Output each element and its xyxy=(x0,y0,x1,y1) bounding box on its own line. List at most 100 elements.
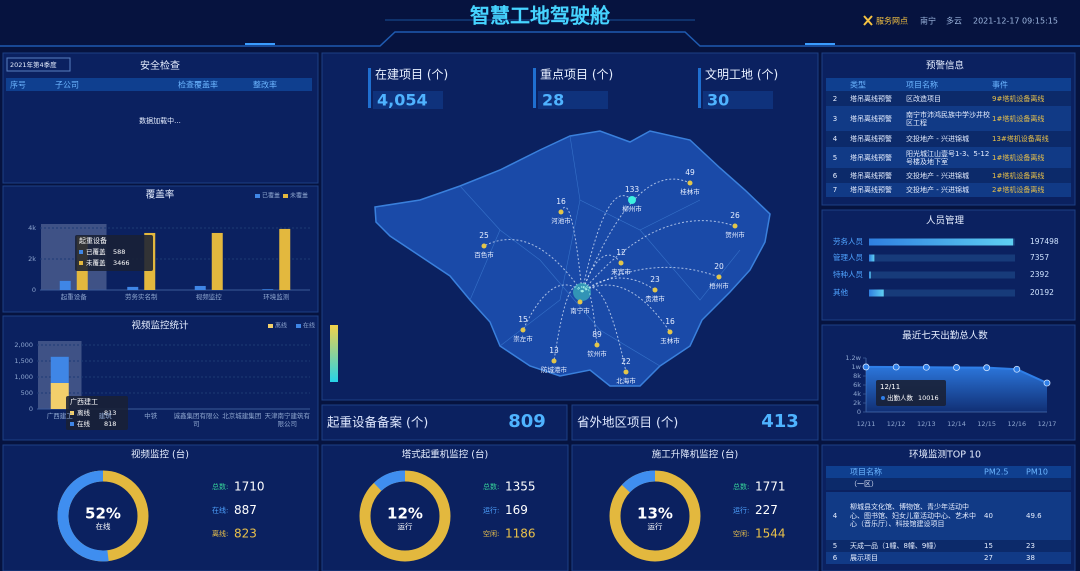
gauge-arc xyxy=(57,470,109,562)
city-dot xyxy=(687,180,693,186)
tooltip-value: 588 xyxy=(113,248,125,256)
gauge-percent: 13% xyxy=(637,505,673,523)
bar xyxy=(211,232,223,290)
panel xyxy=(571,404,819,441)
alert-type: 塔吊离线预警 xyxy=(850,171,892,180)
y-tick-label: 4k xyxy=(853,390,861,398)
alert-type: 塔吊离线预警 xyxy=(850,186,892,194)
tooltip-label: 在线 xyxy=(77,419,91,428)
city-dot xyxy=(520,327,526,333)
tooltip-swatch xyxy=(79,250,83,254)
x-tick-label: 广西建工 xyxy=(46,412,73,420)
panel xyxy=(821,209,1076,321)
y-tick-label: 2k xyxy=(28,255,36,263)
stat-band xyxy=(373,91,443,109)
bar xyxy=(869,238,1014,246)
bar xyxy=(279,228,291,290)
flow-line xyxy=(581,286,627,373)
city-name: 贺州市 xyxy=(725,230,745,239)
stat-value: 28 xyxy=(542,91,564,110)
tooltip-value: 818 xyxy=(104,420,116,428)
legend-swatch xyxy=(255,194,260,198)
table-header xyxy=(826,78,1071,91)
pm25: 40 xyxy=(984,511,993,520)
gauge-status: 运行 xyxy=(398,521,413,531)
bar xyxy=(869,289,884,297)
city-value: 23 xyxy=(650,275,660,284)
y-tick-label: 0 xyxy=(857,408,861,416)
city-dot xyxy=(558,209,564,215)
alert-event: 9#塔机设备离线 xyxy=(992,94,1045,103)
y-tick-label: 1,000 xyxy=(14,373,33,381)
x-tick-label: 12/15 xyxy=(977,420,996,428)
table-row xyxy=(826,478,1071,490)
header-accent xyxy=(245,43,275,45)
y-tick-label: 6k xyxy=(853,381,861,389)
tooltip-value: 10016 xyxy=(918,394,939,402)
table-row xyxy=(826,552,1071,564)
city-value: 89 xyxy=(592,330,602,339)
alert-event: 1#塔机设备离线 xyxy=(992,171,1045,180)
city: 南宁 xyxy=(920,16,936,26)
column-header: 子公司 xyxy=(55,81,79,90)
row-index: 5 xyxy=(832,153,838,162)
header-accent xyxy=(805,43,835,45)
y-tick-label: 4k xyxy=(28,224,36,232)
x-tick-label: 起重设备 xyxy=(60,293,87,301)
city-value: 49 xyxy=(685,168,695,177)
city-dot xyxy=(628,196,636,204)
gauge-item-label: 运行: xyxy=(483,506,499,515)
person-value: 2392 xyxy=(1030,270,1049,279)
alert-type: 塔吊离线预警 xyxy=(850,94,892,103)
summary-value: 809 xyxy=(508,411,546,432)
bar-segment xyxy=(50,356,69,383)
bar xyxy=(869,271,871,279)
city-name: 贵港市 xyxy=(645,294,665,303)
city-name: 河池市 xyxy=(551,216,571,225)
point xyxy=(1043,379,1051,387)
tooltip-label: 未覆盖 xyxy=(86,258,106,267)
city-name: 来宾市 xyxy=(611,267,631,276)
stat-indicator xyxy=(698,68,701,108)
gauge-status: 在线 xyxy=(96,521,111,531)
x-tick-label: 12/11 xyxy=(857,420,876,428)
column-header: 项目名称 xyxy=(850,467,882,477)
y-tick-label: 2k xyxy=(853,399,861,407)
bar-track xyxy=(869,271,1015,279)
x-tick-label: 12/16 xyxy=(1007,420,1026,428)
tooltip-swatch xyxy=(70,411,74,415)
alert-event: 2#塔机设备离线 xyxy=(992,186,1045,194)
table-row xyxy=(826,492,1071,540)
project-name: 阳光城江山壹号1-3、5-12号楼及地下室 xyxy=(906,149,990,166)
stat-band xyxy=(703,91,773,109)
gauge-item-label: 离线: xyxy=(212,529,228,538)
panel-title: 安全检查 xyxy=(140,59,180,72)
gauge-title: 视频监控 (台) xyxy=(131,449,189,461)
stat-value: 30 xyxy=(707,91,729,110)
y-tick-label: 0 xyxy=(32,286,36,294)
flow-line xyxy=(581,195,633,293)
table-row xyxy=(826,106,1071,131)
row-index: 3 xyxy=(832,114,838,123)
panel-title: 预警信息 xyxy=(926,60,964,72)
tooltip-title: 广西建工 xyxy=(70,397,98,406)
flow-line xyxy=(581,178,691,293)
gauge-status: 运行 xyxy=(648,521,663,531)
legend-swatch xyxy=(283,194,288,198)
map-border xyxy=(569,135,701,231)
y-tick-label: 1.2w xyxy=(845,354,861,362)
alert-type: 塔吊离线预警 xyxy=(850,153,892,162)
alert-event: 1#塔机设备离线 xyxy=(992,153,1045,162)
gauge-item-value: 887 xyxy=(234,503,257,517)
flow-line xyxy=(560,206,583,293)
page-title: 智慧工地驾驶舱 xyxy=(470,4,611,28)
map-legend xyxy=(330,325,338,382)
tooltip-swatch xyxy=(881,396,885,400)
gauge-arc xyxy=(373,470,406,492)
city-value: 13 xyxy=(549,346,559,355)
row-index: 2 xyxy=(832,94,838,103)
tooltip xyxy=(66,396,128,430)
row-index: 4 xyxy=(832,511,838,520)
x-tick-label: 12/12 xyxy=(887,420,906,428)
flow-line xyxy=(581,266,720,293)
